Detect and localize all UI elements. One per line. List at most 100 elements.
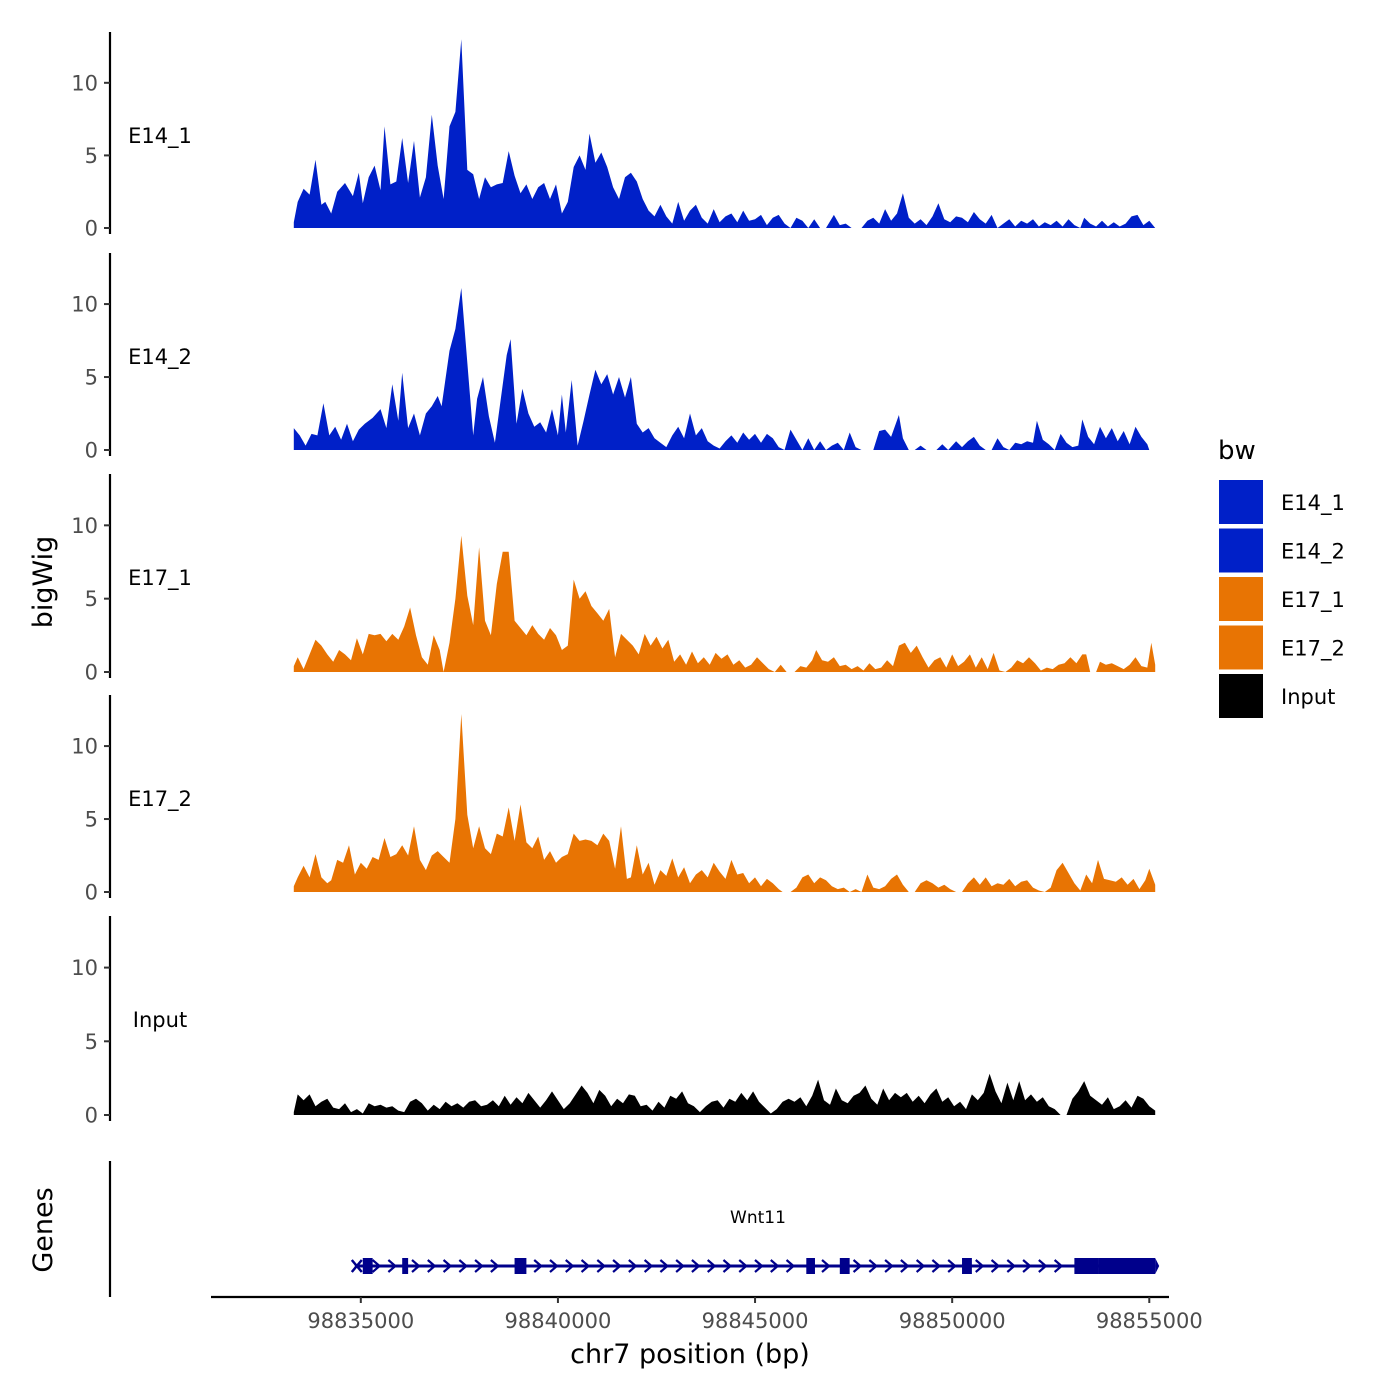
y-tick-label: 10 (71, 71, 98, 95)
strand-arrow (990, 1259, 1001, 1273)
gene-exon (402, 1258, 409, 1274)
strand-arrow (821, 1259, 831, 1273)
signal-area-input (293, 1073, 1156, 1115)
legend-label-e17-1: E17_1 (1281, 588, 1345, 613)
track-label-e17-2: E17_2 (128, 787, 192, 812)
y-tick-label: 0 (85, 1104, 98, 1128)
gene-name-label: Wnt11 (730, 1208, 786, 1228)
strand-arrow (1038, 1259, 1048, 1273)
y-tick-label: 0 (85, 439, 98, 463)
legend-swatch-input (1219, 674, 1263, 718)
strand-arrow (868, 1259, 879, 1273)
y-tick-label: 0 (85, 881, 98, 905)
strand-arrow (754, 1259, 764, 1273)
strand-arrow (549, 1259, 559, 1273)
strand-arrow (533, 1259, 543, 1273)
strand-arrow (931, 1259, 942, 1273)
legend-swatch-e17-2 (1219, 625, 1263, 670)
strand-arrow (1053, 1259, 1064, 1273)
strand-arrow (675, 1259, 685, 1273)
strand-arrow (1006, 1259, 1016, 1273)
signal-area-e17-2 (293, 714, 1156, 892)
gene-exon (962, 1258, 972, 1274)
strand-arrow (628, 1259, 638, 1273)
x-axis-title: chr7 position (bp) (570, 1339, 810, 1370)
strand-arrow (442, 1259, 453, 1273)
strand-arrow (580, 1259, 591, 1273)
legend-label-e17-2: E17_2 (1281, 637, 1345, 662)
y-tick-label: 0 (85, 217, 98, 241)
genes-axis-title: Genes (28, 1187, 59, 1272)
strand-arrow (474, 1259, 484, 1273)
x-tick-label: 98835000 (307, 1309, 414, 1333)
legend-swatch-e17-1 (1219, 577, 1263, 621)
x-tick-label: 98855000 (1096, 1309, 1203, 1333)
track-label-e17-1: E17_1 (128, 566, 192, 591)
x-axis: 98835000 98840000 98845000 98850000 98855000 (211, 1295, 1203, 1333)
y-tick-label: 10 (71, 735, 98, 759)
legend-label-e14-1: E14_1 (1281, 491, 1345, 516)
y-tick-label: 0 (85, 661, 98, 685)
gene-track: Wnt11 (108, 1161, 1160, 1297)
strand-arrow (596, 1259, 606, 1273)
track-input: 0 5 10 Input (71, 916, 1156, 1128)
signal-area-e17-1 (293, 535, 1156, 672)
legend: E14_1 E14_2 E17_1 E17_2 Input (1219, 480, 1345, 718)
y-axis-title: bigWig (28, 536, 59, 629)
strand-arrow (884, 1259, 894, 1273)
strand-arrow (900, 1259, 910, 1273)
strand-arrow (387, 1259, 398, 1273)
gene-exon (839, 1258, 850, 1274)
strand-arrow (612, 1259, 622, 1273)
strand-arrow (947, 1259, 957, 1273)
strand-arrow (975, 1259, 985, 1273)
gene-exon (514, 1258, 527, 1274)
track-label-e14-1: E14_1 (128, 124, 192, 149)
strand-arrow (706, 1259, 717, 1273)
strand-arrow (371, 1259, 382, 1273)
gene-start-marker (350, 1259, 363, 1273)
strand-arrow (738, 1259, 748, 1273)
gene-exon (362, 1258, 373, 1274)
signal-area-e14-2 (293, 288, 1150, 450)
track-e17-1: 0 5 10 E17_1 (71, 474, 1156, 685)
y-tick-label: 5 (85, 366, 98, 390)
gene-utr (1098, 1258, 1156, 1274)
y-tick-label: 5 (85, 808, 98, 832)
y-tick-label: 10 (71, 956, 98, 980)
gene-exon (806, 1258, 815, 1274)
legend-swatch-e14-1 (1219, 480, 1263, 524)
y-tick-label: 5 (85, 587, 98, 611)
legend-label-e14-2: E14_2 (1281, 540, 1345, 565)
track-label-e14-2: E14_2 (128, 345, 192, 370)
strand-arrow (659, 1259, 670, 1273)
y-tick-label: 5 (85, 144, 98, 168)
strand-arrow (411, 1259, 421, 1273)
strand-arrow (852, 1259, 863, 1273)
gene-exon (1074, 1258, 1099, 1274)
strand-arrow (490, 1259, 500, 1273)
strand-arrow (427, 1259, 437, 1273)
track-e14-1: 0 5 10 E14_1 (71, 32, 1156, 241)
y-tick-label: 10 (71, 293, 98, 317)
signal-tracks: 0 5 10 E14_1 0 5 10 E14_2 0 5 10 E17_1 0 5 10 E17_2 0 5 10… (71, 32, 1156, 1128)
strand-arrow (785, 1259, 796, 1273)
strand-arrow (722, 1259, 733, 1273)
strand-arrow (915, 1259, 926, 1273)
track-e14-2: 0 5 10 E14_2 (71, 253, 1150, 463)
signal-area-e14-1 (293, 39, 1156, 228)
strand-arrow (1022, 1259, 1032, 1273)
strand-arrow (565, 1259, 575, 1273)
strand-arrow (691, 1259, 701, 1273)
strand-arrow (643, 1259, 654, 1273)
legend-title: bw (1218, 436, 1256, 466)
strand-arrow (770, 1259, 780, 1273)
legend-label-input: Input (1281, 685, 1335, 709)
strand-arrow (458, 1259, 469, 1273)
y-tick-label: 5 (85, 1030, 98, 1054)
track-e17-2: 0 5 10 E17_2 (71, 695, 1156, 905)
gene-end-tip (1155, 1258, 1160, 1274)
x-tick-label: 98840000 (504, 1309, 611, 1333)
x-tick-label: 98850000 (899, 1309, 1006, 1333)
